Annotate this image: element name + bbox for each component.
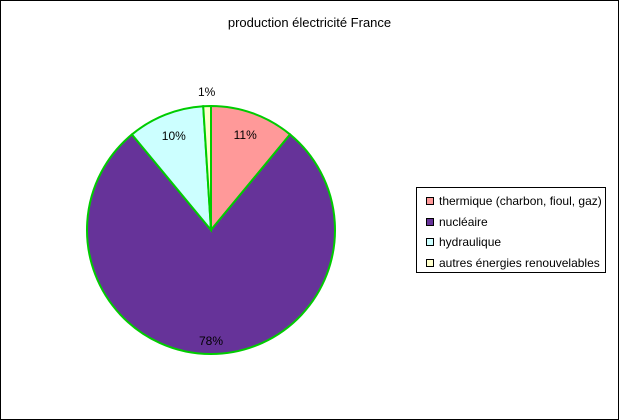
chart-title: production électricité France <box>227 15 392 30</box>
legend-label-hydraulique: hydraulique <box>439 235 502 250</box>
legend-item-autres: autres énergies renouvelables <box>426 253 605 274</box>
legend-label-nucleaire: nucléaire <box>439 214 488 229</box>
legend-label-thermique: thermique (charbon, fioul, gaz) <box>439 194 602 209</box>
legend-swatch-thermique <box>426 197 434 206</box>
slice-label-hydraulique: 10% <box>162 129 186 143</box>
legend-label-autres: autres énergies renouvelables <box>439 255 600 270</box>
pie-slice-labels: 11% 78% 10% 1% <box>162 85 257 348</box>
pie-slice-nucleaire <box>86 133 336 355</box>
legend-swatch-hydraulique <box>426 238 434 247</box>
slice-label-thermique: 11% <box>234 128 257 142</box>
slice-label-nucleaire: 78% <box>199 334 223 348</box>
legend-item-nucleaire: nucléaire <box>426 212 605 233</box>
pie-slice-hydraulique <box>130 105 213 234</box>
pie-slice-autres <box>202 104 212 231</box>
pie-slices <box>86 104 336 355</box>
legend-swatch-autres <box>426 258 434 267</box>
legend-item-thermique: thermique (charbon, fioul, gaz) <box>426 191 605 212</box>
legend-swatch-nucleaire <box>426 217 434 226</box>
slice-label-autres: 1% <box>198 85 216 99</box>
legend-item-hydraulique: hydraulique <box>426 232 605 253</box>
pie-slice-thermique <box>210 104 292 233</box>
legend: thermique (charbon, fioul, gaz) nucléair… <box>416 187 606 273</box>
